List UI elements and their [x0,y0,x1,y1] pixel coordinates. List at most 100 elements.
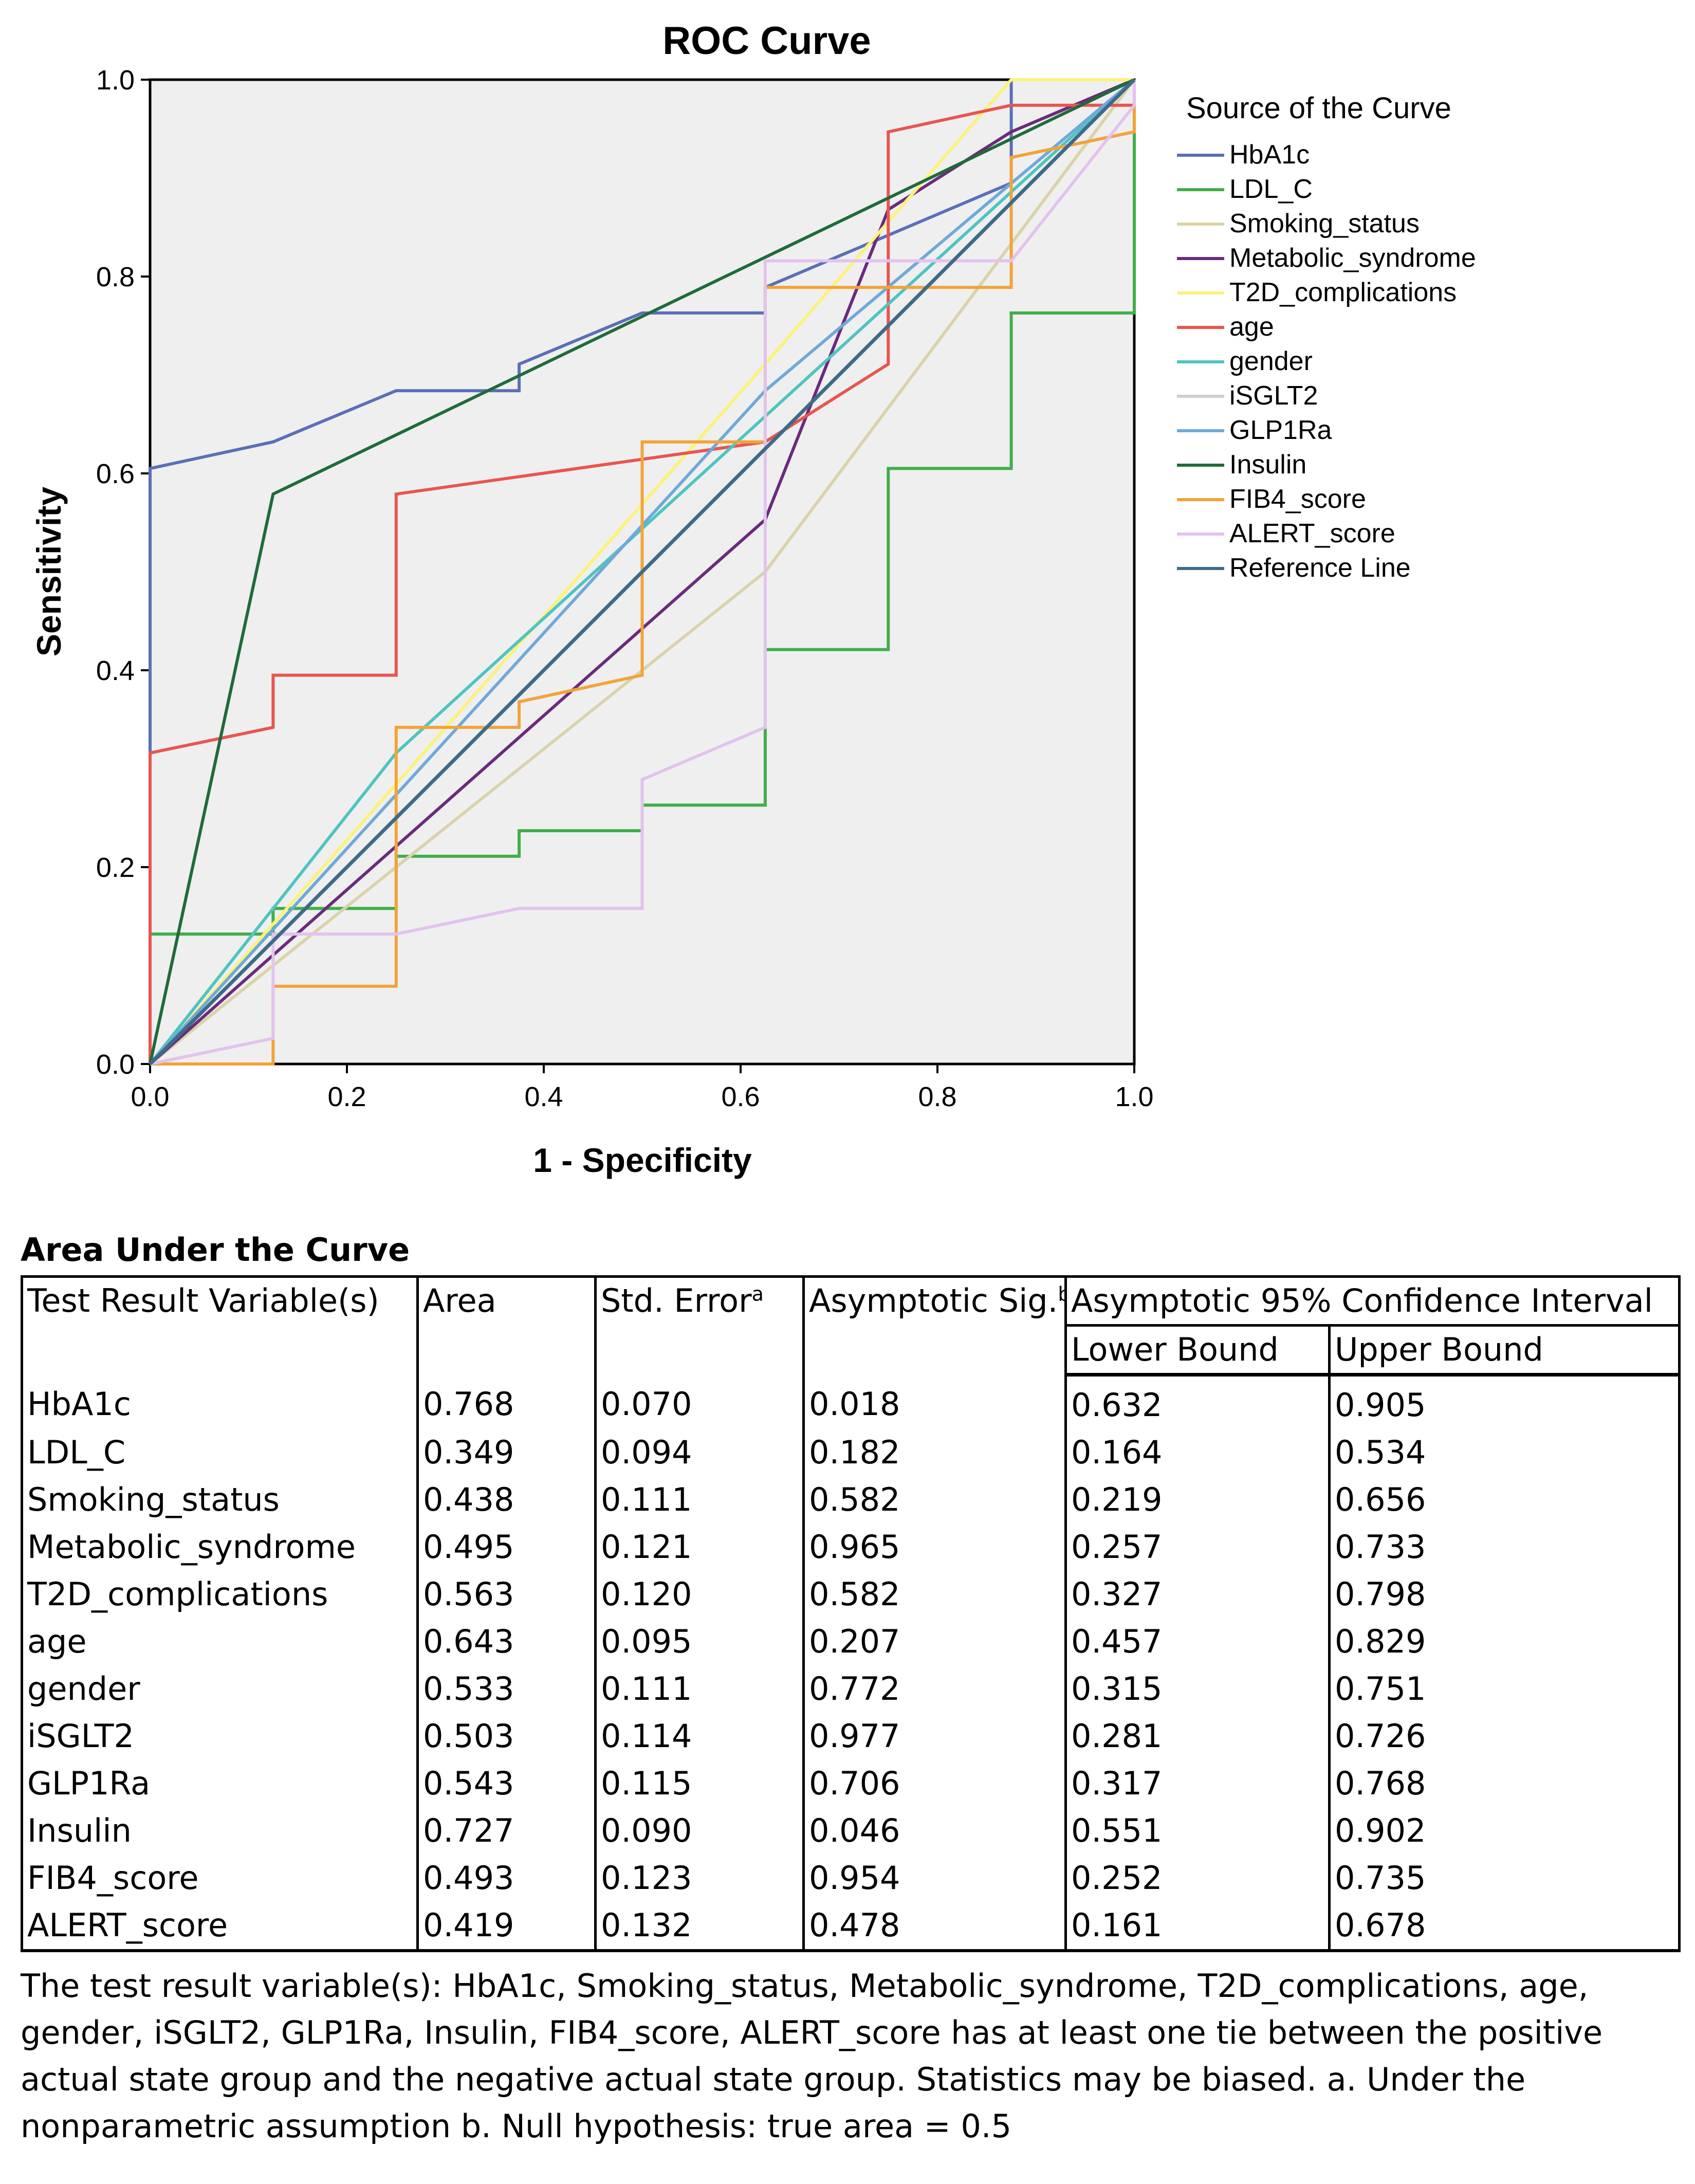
cell-upper: 0.902 [1328,1807,1681,1855]
cell-std-error: 0.070 [594,1374,805,1429]
cell-variable: LDL_C [21,1429,419,1476]
y-tick-label: 0.6 [96,458,135,489]
cell-lower: 0.551 [1064,1807,1331,1855]
legend-label-smoking-status: Smoking_status [1229,209,1420,238]
cell-lower: 0.164 [1064,1429,1331,1476]
cell-std-error: 0.111 [594,1476,805,1524]
table-row: Smoking_status 0.438 0.111 0.582 0.219 0.656 [21,1476,1681,1524]
cell-upper: 0.733 [1328,1524,1681,1571]
auc-section: Area Under the Curve Test Result Variabl… [21,1231,1681,2150]
cell-std-error: 0.111 [594,1665,805,1713]
cell-sig: 0.478 [802,1902,1067,1952]
y-tick-label: 0.0 [96,1049,135,1080]
legend-label-metabolic-syndrome: Metabolic_syndrome [1229,243,1476,273]
cell-upper: 0.678 [1328,1902,1681,1952]
cell-sig: 0.706 [802,1760,1067,1807]
cell-lower: 0.281 [1064,1713,1331,1760]
header-variable: Test Result Variable(s) [21,1275,419,1375]
cell-upper: 0.751 [1328,1665,1681,1713]
cell-std-error: 0.094 [594,1429,805,1476]
cell-variable: GLP1Ra [21,1760,419,1807]
series-line-insulin [149,78,1135,1065]
cell-upper: 0.735 [1328,1855,1681,1902]
table-row: LDL_C 0.349 0.094 0.182 0.164 0.534 [21,1429,1681,1476]
cell-variable: age [21,1618,419,1665]
cell-lower: 0.317 [1064,1760,1331,1807]
legend-label-hba1c: HbA1c [1229,140,1310,170]
x-tick-label: 0.8 [918,1081,956,1112]
cell-lower: 0.257 [1064,1524,1331,1571]
cell-upper: 0.534 [1328,1429,1681,1476]
cell-upper: 0.798 [1328,1571,1681,1618]
cell-std-error: 0.120 [594,1571,805,1618]
x-tick-label: 0.0 [131,1081,169,1112]
table-row: T2D_complications 0.563 0.120 0.582 0.327 0.7… [21,1571,1681,1618]
cell-variable: iSGLT2 [21,1713,419,1760]
x-axis-label: 1 - Specificity [533,1141,752,1179]
legend-label-gender: gender [1229,346,1313,376]
legend-label-alert-score: ALERT_score [1229,519,1395,548]
header-ci: Asymptotic 95% Confidence Interval [1064,1275,1681,1327]
legend: HbA1c LDL_C Smoking_status Metabolic_syndro… [1177,140,1476,583]
legend-title: Source of the Curve [1186,91,1451,125]
cell-std-error: 0.114 [594,1713,805,1760]
cell-sig: 0.977 [802,1713,1067,1760]
cell-variable: gender [21,1665,419,1713]
table-footnote: The test result variable(s): HbA1c, Smok… [21,1967,1603,2145]
roc-chart: ROC Curve 0.0 0.2 0.4 0.6 0.8 1.0 0.0 0.2 0.4 0.6… [30,19,1476,1179]
cell-upper: 0.768 [1328,1760,1681,1807]
auc-table-body: HbA1c 0.768 0.070 0.018 0.632 0.905 LDL_C 0.349… [21,1374,1681,1952]
cell-lower: 0.161 [1064,1902,1331,1952]
y-tick-label: 1.0 [96,65,135,96]
auc-table: Test Result Variable(s) Area Std. Errora… [21,1275,1681,1952]
cell-area: 0.533 [416,1665,597,1713]
cell-lower: 0.252 [1064,1855,1331,1902]
cell-std-error: 0.121 [594,1524,805,1571]
x-tick-label: 1.0 [1115,1081,1153,1112]
table-row: FIB4_score 0.493 0.123 0.954 0.252 0.735 [21,1855,1681,1902]
table-row: GLP1Ra 0.543 0.115 0.706 0.317 0.768 [21,1760,1681,1807]
cell-variable: Smoking_status [21,1476,419,1524]
legend-label-reference-line: Reference Line [1229,553,1411,583]
cell-sig: 0.582 [802,1571,1067,1618]
x-tick-label: 0.4 [524,1081,563,1112]
header-lower-bound: Lower Bound [1064,1324,1331,1377]
series-line-alert-score [150,80,1136,1066]
cell-area: 0.349 [416,1429,597,1476]
header-upper-bound: Upper Bound [1328,1324,1681,1377]
cell-area: 0.543 [416,1760,597,1807]
cell-variable: Metabolic_syndrome [21,1524,419,1571]
cell-lower: 0.457 [1064,1618,1331,1665]
cell-lower: 0.632 [1064,1374,1331,1429]
cell-variable: Insulin [21,1807,419,1855]
cell-area: 0.438 [416,1476,597,1524]
cell-sig: 0.018 [802,1374,1067,1429]
y-tick-label: 0.8 [96,262,135,292]
legend-label-glp1ra: GLP1Ra [1229,415,1332,445]
cell-lower: 0.219 [1064,1476,1331,1524]
cell-area: 0.768 [416,1374,597,1429]
series-line-reference-line [149,78,1136,1066]
series-lines [149,78,1136,1066]
cell-variable: HbA1c [21,1374,419,1429]
header-std-error: Std. Errora [594,1275,805,1375]
legend-label-ldl-c: LDL_C [1229,174,1313,204]
cell-upper: 0.656 [1328,1476,1681,1524]
cell-area: 0.493 [416,1855,597,1902]
cell-area: 0.495 [416,1524,597,1571]
cell-sig: 0.046 [802,1807,1067,1855]
table-row: Insulin 0.727 0.090 0.046 0.551 0.902 [21,1807,1681,1855]
cell-sig: 0.954 [802,1855,1067,1902]
x-tick-label: 0.2 [327,1081,366,1112]
table-row: ALERT_score 0.419 0.132 0.478 0.161 0.678 [21,1902,1681,1952]
axis-ticks: 0.0 0.2 0.4 0.6 0.8 1.0 0.0 0.2 0.4 0.6 0.8 1.0 [96,65,1154,1112]
legend-label-insulin: Insulin [1229,450,1306,480]
cell-std-error: 0.090 [594,1807,805,1855]
table-row: iSGLT2 0.503 0.114 0.977 0.281 0.726 [21,1713,1681,1760]
table-row: Metabolic_syndrome 0.495 0.121 0.965 0.257 0.… [21,1524,1681,1571]
cell-upper: 0.905 [1328,1374,1681,1429]
legend-label-age: age [1229,312,1274,342]
cell-std-error: 0.095 [594,1618,805,1665]
cell-std-error: 0.115 [594,1760,805,1807]
cell-upper: 0.829 [1328,1618,1681,1665]
